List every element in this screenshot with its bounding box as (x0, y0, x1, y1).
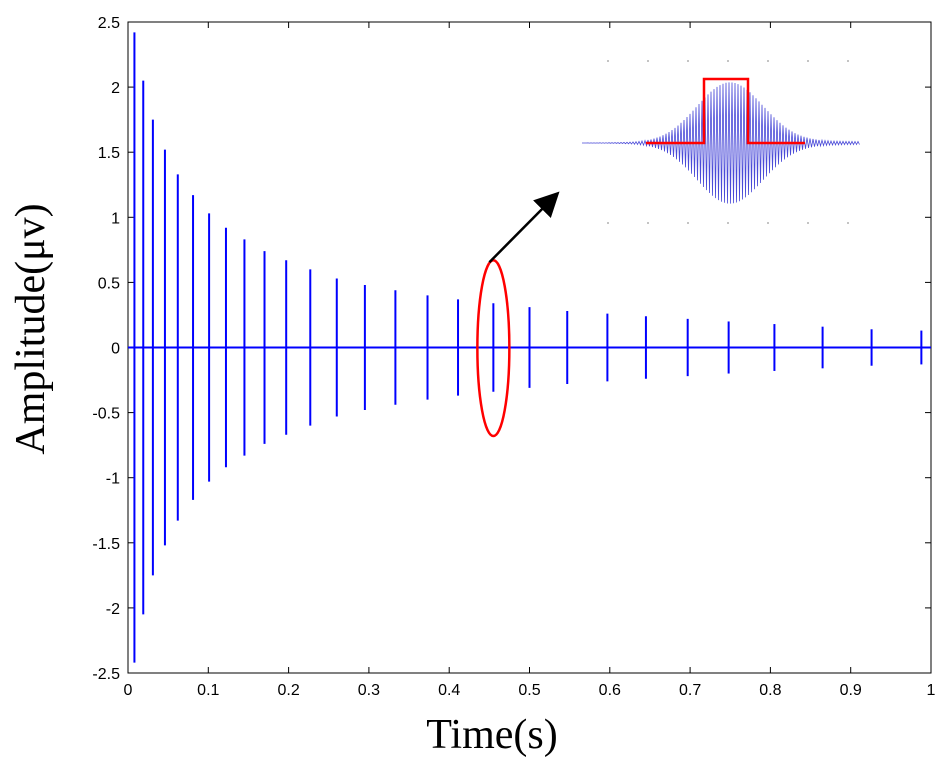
x-tick-label: 0.8 (759, 682, 781, 699)
y-tick-label: -1.5 (92, 536, 120, 553)
y-tick-label: 0.5 (98, 275, 120, 292)
x-tick-label: 0.9 (840, 682, 862, 699)
y-tick-label: -0.5 (92, 406, 120, 423)
x-tick-label: 0.1 (197, 682, 219, 699)
y-tick-label: 1.5 (98, 145, 120, 162)
x-tick-label: 0.3 (358, 682, 380, 699)
y-tick-label: 1 (111, 210, 120, 227)
y-tick-label: -2.5 (92, 666, 120, 683)
x-tick-label: 0.6 (599, 682, 621, 699)
inset-wave (582, 82, 860, 204)
inset-waveform (582, 60, 860, 224)
x-tick-label: 0.4 (438, 682, 460, 699)
pointer-arrow (488, 191, 560, 264)
y-tick-label: -2 (106, 601, 120, 618)
annotations (476, 191, 560, 438)
y-tick-label: -1 (106, 471, 120, 488)
inset-gate (646, 77, 805, 145)
x-tick-label: 0.5 (518, 682, 540, 699)
x-tick-label: 1 (927, 682, 936, 699)
x-tick-label: 0.7 (679, 682, 701, 699)
y-axis-title: Amplitude(μv) (8, 203, 54, 454)
x-axis-title: Time(s) (426, 712, 557, 758)
y-tick-label: 2.5 (98, 15, 120, 32)
y-axis-ticks: 2.5 2 1.5 1 0.5 0 -0.5 -1 -1.5 -2 -2.5 (92, 15, 931, 683)
y-tick-label: 0 (111, 341, 120, 358)
highlight-ellipse (476, 259, 511, 438)
series-signal (128, 32, 931, 663)
x-tick-label: 0 (124, 682, 133, 699)
y-tick-label: 2 (111, 80, 120, 97)
x-axis-ticks: 0 0.1 0.2 0.3 0.4 0.5 0.6 0.7 0.8 0.9 1 (124, 22, 936, 699)
x-tick-label: 0.2 (277, 682, 299, 699)
